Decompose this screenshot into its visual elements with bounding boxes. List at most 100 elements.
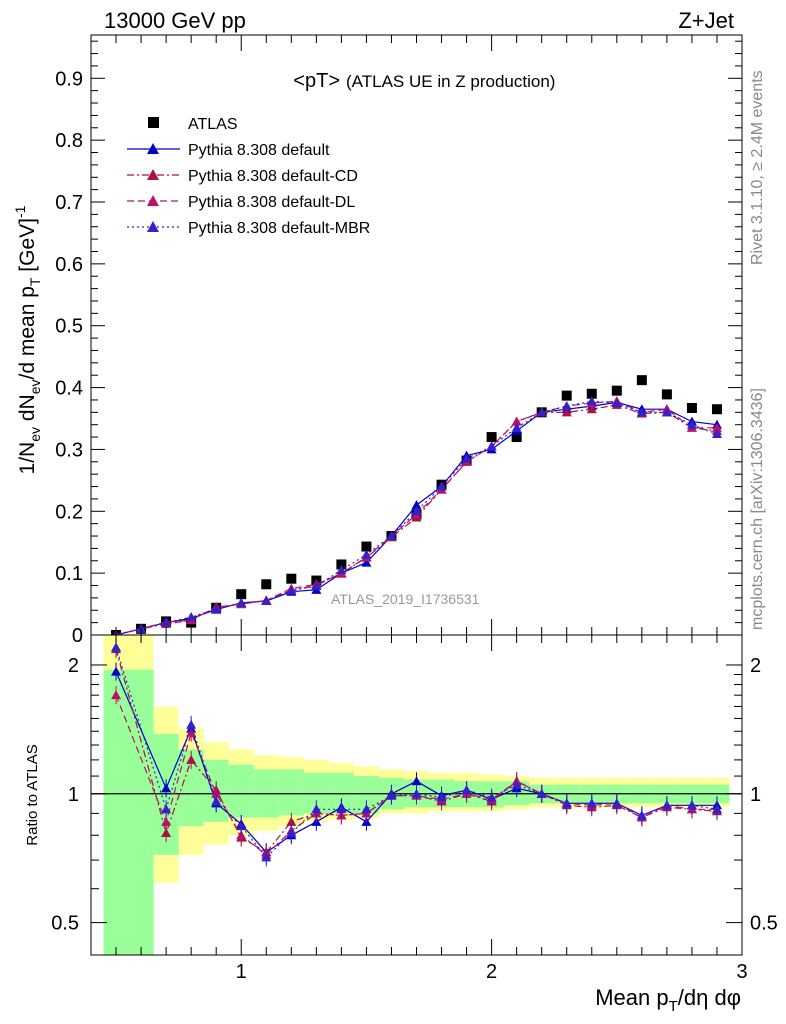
ratio-marker-3 (636, 810, 647, 820)
source-label: mcplots.cern.ch [arXiv:1306.3436] (749, 388, 766, 630)
ratio-ytick-label-right: 2 (750, 655, 761, 677)
series-marker-4 (461, 453, 472, 463)
ratio-marker-1 (286, 816, 297, 826)
main-ylabel: 1/Nev dNev/d mean pT [GeV]-1 (12, 205, 43, 474)
ratio-marker-3 (211, 796, 222, 806)
ratio-marker-3 (311, 804, 322, 814)
ratio-marker-3 (536, 788, 547, 798)
main-ytick-label: 0.1 (55, 563, 83, 585)
ratio-marker-3 (336, 804, 347, 814)
ratio-marker-1 (161, 827, 172, 837)
series-marker-4 (561, 401, 572, 411)
atlas-point (261, 579, 272, 590)
legend-marker (147, 195, 159, 206)
ratio-marker-3 (361, 804, 372, 814)
main-ytick-label: 0.4 (55, 378, 83, 400)
band-inner (278, 769, 304, 816)
plot-title: <pT> (293, 70, 340, 92)
atlas-point (286, 573, 297, 584)
legend-marker (147, 221, 159, 232)
atlas-point (361, 541, 372, 552)
series-marker-4 (436, 481, 447, 491)
series-marker-4 (161, 617, 172, 627)
ratio-ytick-label-right: 0.5 (750, 913, 778, 935)
ratio-marker-0 (411, 776, 422, 786)
atlas-point (686, 402, 697, 413)
main-data-layer (111, 375, 722, 635)
series-marker-2 (561, 407, 572, 417)
process-label: Z+Jet (678, 8, 734, 33)
main-panel: 0 0.1 0.2 0.3 0.4 0.5 0.6 0.7 0.8 0.9 ATLAS_2019_… (55, 34, 743, 647)
series-marker-3 (511, 416, 522, 426)
atlas-point (711, 404, 722, 415)
series-marker-4 (636, 407, 647, 417)
series-marker-4 (261, 595, 272, 605)
ratio-axes: 0.5 0.5 1 1 2 2 1 2 3 (51, 635, 778, 983)
series-marker-4 (311, 581, 322, 591)
atlas-point (586, 388, 597, 399)
series-marker-1 (411, 500, 422, 510)
legend-marker (147, 143, 159, 154)
ratio-line-3 (115, 647, 718, 859)
svg-text:1/Nev dNev/d mean pT [GeV]-1: 1/Nev dNev/d mean pT [GeV]-1 (12, 205, 43, 474)
ratio-marker-3 (611, 798, 622, 808)
ratio-marker-3 (161, 804, 172, 814)
ratio-marker-3 (586, 798, 597, 808)
legend: ATLAS Pythia 8.308 default Pythia 8.308 de… (127, 116, 370, 237)
ratio-marker-3 (411, 788, 422, 798)
atlas-point (486, 432, 497, 443)
ratio-marker-3 (386, 790, 397, 800)
main-ytick-label: 0.8 (55, 130, 83, 152)
series-marker-4 (511, 422, 522, 432)
ratio-data-layer (91, 635, 742, 955)
xaxis-label: Mean pT/dη dφ (595, 985, 741, 1015)
legend-label: Pythia 8.308 default-MBR (188, 220, 370, 237)
ratio-xtick-label: 3 (736, 961, 747, 983)
series-marker-1 (361, 557, 372, 567)
plot-subtitle: (ATLAS UE in Z production) (346, 72, 555, 91)
band-inner (228, 764, 254, 818)
series-marker-4 (486, 441, 497, 451)
series-marker-4 (186, 612, 197, 622)
ratio-marker-3 (461, 785, 472, 795)
series-marker-4 (536, 407, 547, 417)
legend-marker (147, 169, 159, 180)
atlas-point (636, 375, 647, 386)
ratio-ylabel: Ratio to ATLAS (24, 744, 41, 845)
main-ytick-label: 0.2 (55, 501, 83, 523)
atlas-point (336, 559, 347, 570)
ratio-marker-3 (236, 821, 247, 831)
atlas-point (236, 589, 247, 600)
series-marker-4 (211, 604, 222, 614)
rivet-label: Rivet 3.1.10, ≥ 2.4M events (749, 70, 766, 265)
ratio-marker-0 (161, 783, 172, 793)
legend-marker-atlas (148, 117, 159, 128)
ratio-panel: 0.5 0.5 1 1 2 2 1 2 3 (51, 634, 778, 983)
main-ytick-label: 0 (72, 625, 83, 647)
main-ytick-label: 0.6 (55, 254, 83, 276)
legend-label: Pythia 8.308 default-CD (188, 168, 358, 185)
legend-label: ATLAS (188, 116, 238, 133)
ratio-marker-0 (111, 666, 122, 676)
ratio-marker-3 (711, 804, 722, 814)
series-marker-4 (661, 407, 672, 417)
main-ytick-label: 0.3 (55, 439, 83, 461)
ratio-ytick-label: 1 (68, 784, 79, 806)
atlas-point (561, 390, 572, 401)
series-marker-4 (611, 398, 622, 408)
atlas-point (611, 385, 622, 396)
main-ytick-label: 0.5 (55, 316, 83, 338)
ratio-xtick-label: 1 (236, 961, 247, 983)
ratio-marker-3 (261, 852, 272, 862)
ratio-marker-2 (161, 816, 172, 826)
ratio-marker-3 (686, 800, 697, 810)
band-inner (103, 669, 154, 955)
ratio-marker-3 (661, 800, 672, 810)
series-marker-4 (236, 597, 247, 607)
ratio-ytick-label: 2 (68, 655, 79, 677)
ratio-ytick-label-right: 1 (750, 784, 761, 806)
legend-label: Pythia 8.308 default (188, 142, 330, 159)
ratio-marker-3 (511, 779, 522, 789)
ratio-marker-3 (111, 642, 122, 652)
